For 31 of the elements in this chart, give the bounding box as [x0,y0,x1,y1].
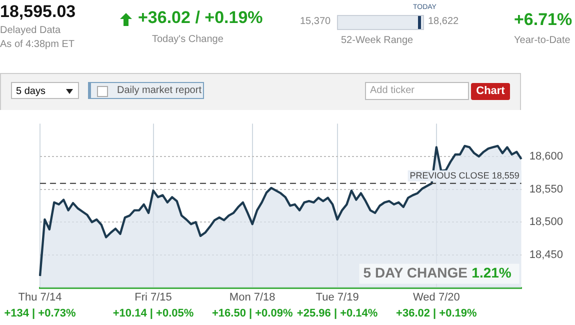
x-tick-label: Fri 7/15 [134,291,172,304]
y-tick-label: 18,600 [529,150,564,162]
text: +36.02 | +0.19% [396,307,477,320]
text: +16.50 | +0.09% [212,307,293,320]
y-tick-label: 18,450 [529,248,564,261]
text: Chart [471,83,510,100]
x-tick-label: Mon 7/18 [229,291,276,304]
text: +6.71% [514,10,572,30]
ref-line-label: PREVIOUS CLOSE 18,559 [410,170,520,180]
text: 5 days [11,82,79,99]
text: Add ticker [365,82,469,100]
text: Daily market report [117,84,202,98]
text: 52-Week Range [341,35,414,46]
text: 15,370 [300,16,331,27]
annotation: 5 DAY CHANGE [363,264,468,281]
x-tick-label: Wed 7/20 [412,291,460,304]
text: As of 4:38pm ET [0,38,74,52]
y-tick-label: 18,500 [529,216,564,228]
text: +36.02 / +0.19% [138,8,263,28]
text: +10.14 | +0.05% [112,307,194,320]
text: +134 | +0.73% [4,307,76,320]
annotation: 1.21% [472,264,512,281]
x-tick-label: Thu 7/14 [18,291,62,304]
text: Today's Change [152,34,224,45]
text: Delayed Data [0,24,62,38]
text: 18,622 [428,16,459,27]
x-tick-label: Tue 7/19 [316,291,359,304]
text: +25.96 | +0.14% [296,307,378,320]
y-tick-label: 18,550 [529,183,564,196]
text: Year-to-Date [514,35,570,46]
text: 18,595.03 [0,2,76,22]
